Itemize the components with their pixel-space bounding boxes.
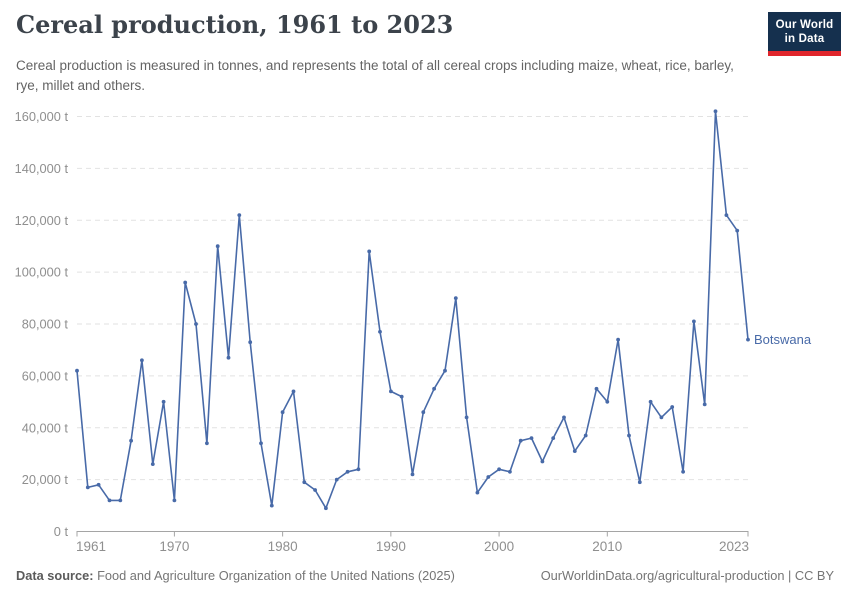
data-point	[410, 472, 415, 477]
data-point	[659, 415, 664, 420]
data-point	[194, 322, 198, 326]
data-source-text: Food and Agriculture Organization of the…	[93, 568, 455, 583]
data-point	[518, 438, 523, 443]
page-title: Cereal production, 1961 to 2023	[16, 10, 454, 39]
data-point	[237, 213, 242, 218]
series-end-label: Botswana	[754, 332, 812, 347]
data-point	[205, 441, 209, 446]
owid-logo[interactable]: Our World in Data	[768, 12, 841, 56]
data-point	[497, 467, 501, 472]
data-point	[313, 488, 317, 492]
data-point	[681, 469, 685, 474]
data-source-note: Data source: Food and Agriculture Organi…	[16, 568, 455, 583]
data-point	[345, 469, 350, 474]
data-point	[670, 405, 675, 409]
data-point	[356, 467, 361, 472]
data-point	[529, 436, 534, 440]
x-axis-tick-label: 1980	[268, 539, 298, 554]
data-point	[172, 498, 177, 503]
data-point	[107, 498, 112, 503]
data-point	[183, 280, 188, 285]
data-point	[399, 394, 404, 399]
data-point	[551, 436, 556, 440]
chart-subtitle: Cereal production is measured in tonnes,…	[16, 58, 734, 93]
data-point	[291, 389, 296, 394]
data-point	[378, 329, 382, 334]
x-axis-tick-label: 1990	[376, 539, 406, 554]
data-point	[324, 506, 328, 511]
y-axis-tick-label: 0 t	[54, 524, 69, 539]
data-point	[562, 415, 566, 420]
x-axis-tick-label: 1970	[159, 539, 189, 554]
data-point	[540, 459, 545, 464]
data-point	[735, 228, 740, 233]
data-point	[367, 249, 372, 254]
trend-line	[76, 110, 749, 509]
data-point	[432, 386, 436, 391]
x-axis-tick-label: 1961	[76, 539, 106, 554]
x-axis-tick-label: 2010	[592, 539, 622, 554]
data-point	[702, 402, 707, 407]
owid-logo-line1: Our World	[775, 19, 834, 31]
data-point	[616, 337, 620, 342]
data-point	[161, 399, 166, 404]
data-point	[150, 462, 155, 466]
credit-link[interactable]: OurWorldinData.org/agricultural-producti…	[540, 568, 834, 583]
y-axis-tick-label: 160,000 t	[15, 109, 69, 124]
data-point	[226, 355, 231, 360]
data-point	[280, 410, 285, 415]
data-point	[594, 386, 599, 391]
owid-logo-line2: in Data	[784, 33, 825, 45]
data-point	[508, 469, 512, 474]
data-point	[724, 213, 729, 218]
data-point	[475, 490, 480, 495]
data-point	[118, 498, 123, 503]
data-point	[215, 244, 220, 249]
y-axis-tick-label: 80,000 t	[22, 317, 69, 332]
data-point	[96, 482, 101, 487]
data-point	[637, 480, 642, 485]
data-point	[129, 438, 134, 443]
data-point	[486, 475, 491, 479]
data-point	[627, 433, 631, 438]
data-point	[302, 480, 307, 485]
data-point	[648, 399, 653, 404]
chart-footer: Data source: Food and Agriculture Organi…	[16, 568, 834, 583]
data-point	[85, 485, 90, 490]
y-axis-tick-label: 100,000 t	[15, 265, 69, 280]
data-point	[269, 503, 274, 508]
data-point	[421, 410, 426, 415]
y-axis-tick-label: 120,000 t	[15, 213, 69, 228]
data-point	[443, 368, 447, 373]
data-point	[746, 337, 750, 342]
y-axis-tick-label: 60,000 t	[22, 368, 69, 383]
data-point	[464, 415, 469, 420]
x-axis-tick-label: 2023	[719, 539, 749, 554]
data-point	[692, 319, 696, 324]
data-point	[259, 441, 263, 446]
data-point	[583, 433, 588, 438]
data-point	[75, 368, 79, 373]
y-axis-tick-label: 140,000 t	[15, 161, 69, 176]
data-point	[140, 358, 144, 363]
data-point	[713, 109, 718, 114]
y-axis-tick-label: 40,000 t	[22, 420, 69, 435]
y-axis-tick-label: 20,000 t	[22, 472, 69, 487]
data-point	[453, 296, 458, 300]
data-point	[572, 449, 577, 453]
data-point	[334, 477, 339, 482]
data-point	[389, 389, 393, 394]
data-point	[248, 340, 253, 345]
x-axis-tick-label: 2000	[484, 539, 514, 554]
data-point	[605, 399, 610, 404]
data-source-label: Data source:	[16, 568, 94, 583]
